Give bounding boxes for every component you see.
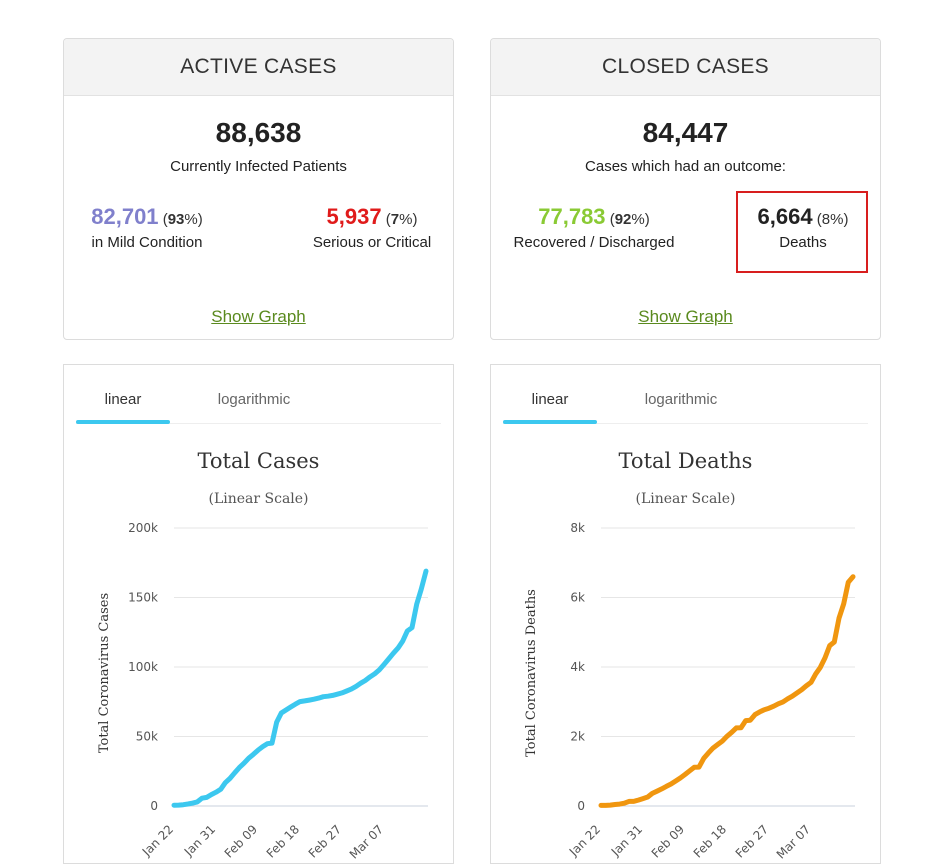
deaths-count: 6,664 — [757, 204, 813, 229]
x-tick-label: Jan 31 — [181, 822, 218, 859]
closed-cases-card: CLOSED CASES 84,447 Cases which had an o… — [490, 38, 881, 340]
total-deaths-plot: 0 2k 4k 6k 8k Jan 22 Jan 31 Feb 09 Feb 18 Feb 27 M… — [524, 521, 856, 862]
chart-title: Total Deaths — [618, 449, 753, 473]
deaths-label: Deaths — [779, 234, 827, 251]
y-tick-label: 8k — [570, 521, 585, 535]
serious-percent: 7 — [390, 211, 400, 228]
y-tick-label: 0 — [150, 799, 158, 813]
series-line — [598, 574, 856, 808]
serious-count: 5,937 — [326, 204, 382, 229]
y-tick-label: 0 — [577, 799, 585, 813]
active-tab-indicator — [503, 420, 597, 424]
chart-subtitle: (Linear Scale) — [208, 491, 309, 507]
closed-cases-header: CLOSED CASES — [491, 39, 880, 96]
chart-title: Total Cases — [197, 449, 320, 473]
active-cases-card: ACTIVE CASES 88,638 Currently Infected P… — [63, 38, 454, 340]
mild-label: in Mild Condition — [91, 234, 203, 251]
tab-linear[interactable]: linear — [531, 391, 569, 408]
closed-cases-total: 84,447 — [642, 117, 729, 148]
x-tick-label: Jan 22 — [139, 822, 176, 859]
x-tick-label: Jan 31 — [608, 822, 645, 859]
chart-subtitle: (Linear Scale) — [635, 491, 736, 507]
x-tick-label: Feb 18 — [264, 822, 302, 860]
scale-tabs: linear logarithmic — [76, 377, 441, 424]
deaths-stat: 6,664 (8%) Deaths — [744, 204, 862, 251]
active-cases-header: ACTIVE CASES — [64, 39, 453, 96]
x-tick-label: Feb 09 — [649, 822, 687, 860]
tab-logarithmic[interactable]: logarithmic — [644, 391, 718, 408]
deaths-percent: 8 — [821, 211, 831, 228]
mild-condition-stat: 82,701 (93%) in Mild Condition — [64, 204, 230, 251]
x-tick-label: Feb 27 — [306, 822, 344, 860]
closed-cases-total-label: Cases which had an outcome: — [585, 158, 786, 175]
recovered-percent: 92 — [614, 211, 632, 228]
active-cases-total-label: Currently Infected Patients — [170, 158, 347, 175]
x-tick-label: Feb 27 — [733, 822, 771, 860]
y-tick-label: 200k — [128, 521, 158, 535]
mild-percent: 93 — [167, 211, 185, 228]
active-cases-total: 88,638 — [215, 117, 302, 148]
y-axis-label: Total Coronavirus Deaths — [524, 589, 539, 757]
x-tick-label: Feb 18 — [691, 822, 729, 860]
y-tick-label: 2k — [570, 730, 585, 744]
active-show-graph-link[interactable]: Show Graph — [211, 307, 306, 326]
y-tick-label: 150k — [128, 591, 158, 605]
x-tick-label: Mar 07 — [347, 822, 386, 861]
closed-show-graph-link[interactable]: Show Graph — [638, 307, 733, 326]
tab-linear[interactable]: linear — [104, 391, 142, 408]
series-line — [171, 568, 429, 808]
y-tick-label: 6k — [570, 591, 585, 605]
total-cases-plot: 0 50k 100k 150k 200k Jan 22 Jan 31 Feb 09 Feb 18… — [97, 521, 429, 862]
recovered-stat: 77,783 (92%) Recovered / Discharged — [507, 204, 681, 251]
total-deaths-chart-card: linear logarithmic Total Deaths (Linear … — [490, 364, 881, 864]
y-tick-label: 4k — [570, 660, 585, 674]
scale-tabs: linear logarithmic — [503, 377, 868, 424]
recovered-label: Recovered / Discharged — [513, 234, 675, 251]
total-cases-chart-card: linear logarithmic Total Cases (Linear S… — [63, 364, 454, 864]
y-tick-label: 50k — [136, 730, 158, 744]
active-tab-indicator — [76, 420, 170, 424]
tab-logarithmic[interactable]: logarithmic — [217, 391, 291, 408]
deaths-highlight-box — [736, 191, 868, 273]
x-tick-label: Mar 07 — [774, 822, 813, 861]
y-tick-label: 100k — [128, 660, 158, 674]
serious-label: Serious or Critical — [312, 234, 432, 251]
x-tick-label: Feb 09 — [222, 822, 260, 860]
serious-critical-stat: 5,937 (7%) Serious or Critical — [296, 204, 448, 251]
mild-count: 82,701 — [91, 204, 159, 229]
recovered-count: 77,783 — [538, 204, 606, 229]
y-axis-label: Total Coronavirus Cases — [97, 593, 112, 753]
x-tick-label: Jan 22 — [566, 822, 603, 859]
